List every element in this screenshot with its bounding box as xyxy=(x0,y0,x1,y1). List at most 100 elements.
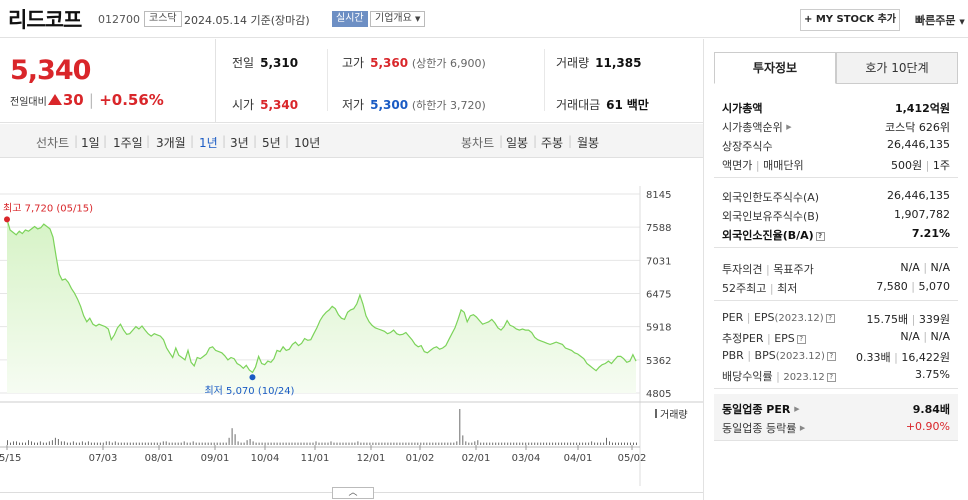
volume-bar xyxy=(378,442,380,445)
help-icon[interactable]: ? xyxy=(826,373,836,382)
x-tick-label: 11/01 xyxy=(301,453,330,464)
tab-investment-info[interactable]: 투자정보 xyxy=(714,52,836,84)
info-label: 동일업종 등락률 ▶ xyxy=(722,422,806,435)
volume-bar xyxy=(93,442,95,445)
volume-bar xyxy=(123,442,125,445)
volume-bar xyxy=(264,442,266,445)
volume-bar xyxy=(468,442,470,445)
volume-bar xyxy=(54,437,56,445)
volume-bar xyxy=(22,442,23,445)
stock-header: 리드코프 012700 코스닥 2024.05.14 기준(장마감) 실시간 기… xyxy=(0,0,968,38)
info-value: 0.33배 | 16,422원 xyxy=(856,351,950,364)
volume-bar xyxy=(402,442,404,445)
collapse-chart-button[interactable]: ︿ xyxy=(332,487,374,499)
chevron-right-icon[interactable]: ▶ xyxy=(799,424,806,432)
volume-bar xyxy=(28,440,29,445)
volume-bar xyxy=(543,442,545,445)
tab-weekly[interactable]: 주봉 xyxy=(541,136,564,150)
volume-bar xyxy=(45,442,47,445)
realtime-button[interactable]: 실시간 xyxy=(332,11,368,27)
volume-bar xyxy=(84,442,86,445)
volume-bar xyxy=(381,442,383,445)
tab-3m[interactable]: 3개월 xyxy=(156,136,186,150)
volume-bar xyxy=(37,442,38,445)
help-icon[interactable]: ? xyxy=(826,352,836,361)
y-tick-label: 6475 xyxy=(646,290,671,301)
volume-bar xyxy=(360,442,362,445)
volume-legend-swatch xyxy=(655,409,657,418)
volume-bar xyxy=(504,442,506,445)
add-my-stock-button[interactable]: + MY STOCK 추가 xyxy=(800,9,900,31)
volume-bar xyxy=(450,442,452,445)
volume-bar xyxy=(636,442,637,445)
volume-bar xyxy=(525,442,527,445)
volume-bar xyxy=(411,442,413,445)
trade-amount: 거래대금 61 백만 xyxy=(556,98,649,112)
x-tick-label: 09/01 xyxy=(201,453,230,464)
period-tabs: 선차트 | 1일 | 1주일 | 3개월 | 1년 | 3년 | 5년 | 10… xyxy=(0,124,703,158)
chevron-right-icon[interactable]: ▶ xyxy=(794,405,800,413)
volume-bar xyxy=(498,442,500,445)
tab-monthly[interactable]: 월봉 xyxy=(577,136,600,150)
stock-name: 리드코프 xyxy=(8,8,82,32)
company-info-dropdown[interactable]: 기업개요 ▼ xyxy=(370,11,426,27)
info-section: 투자의견 | 목표주가 N/A | N/A 52주최고 | 최저 7,580 | 5,… xyxy=(714,253,958,301)
volume-bar xyxy=(150,442,152,445)
volume-bar xyxy=(282,442,284,445)
volume-bar xyxy=(72,441,74,445)
info-value: 코스닥 626위 xyxy=(885,121,950,134)
volume-bar xyxy=(219,442,221,445)
volume-bar xyxy=(177,442,179,445)
info-row: 동일업종 등락률 ▶ +0.90% xyxy=(714,417,958,436)
info-row: 외국인보유주식수(B) 1,907,782 xyxy=(714,205,958,224)
help-icon[interactable]: ? xyxy=(815,232,825,241)
tab-order-book-10[interactable]: 호가 10단계 xyxy=(836,52,958,84)
volume-bar xyxy=(57,439,59,445)
tab-5y[interactable]: 5년 xyxy=(262,136,281,150)
info-row: PER | EPS(2023.12)? 15.75배 | 339원 xyxy=(714,308,958,327)
change-label: 전일대비 xyxy=(10,97,47,108)
help-icon[interactable]: ? xyxy=(825,314,835,323)
volume-bar xyxy=(480,442,482,445)
volume-bar xyxy=(435,442,437,445)
volume-bar xyxy=(429,442,431,445)
volume-bar xyxy=(243,442,245,445)
chevron-right-icon[interactable]: ▶ xyxy=(786,123,792,131)
info-label: 추정PER | EPS? xyxy=(722,330,806,346)
fast-order-dropdown[interactable]: 빠른주문 ▼ xyxy=(915,14,965,27)
volume-bar xyxy=(31,441,32,445)
volume-bar xyxy=(222,442,224,445)
info-row: 상장주식수 26,446,135 xyxy=(714,135,958,154)
volume-bar xyxy=(534,442,536,445)
info-label: 상장주식수 xyxy=(722,140,773,153)
tab-3y[interactable]: 3년 xyxy=(230,136,249,150)
volume-bar xyxy=(87,441,89,445)
price-chart[interactable]: 8145 7588 7031 6475 5918 5362 4805 최고 7,720 (0… xyxy=(0,186,703,486)
y-tick-label: 8145 xyxy=(646,190,671,201)
info-label: 액면가 | 매매단위 xyxy=(722,159,804,172)
volume-bar xyxy=(573,442,575,445)
volume-bar xyxy=(10,442,11,445)
volume-bar xyxy=(438,442,440,445)
tab-10y[interactable]: 10년 xyxy=(294,136,321,150)
volume-bar xyxy=(237,441,239,445)
volume-bar xyxy=(201,442,203,445)
tab-1y[interactable]: 1년 xyxy=(199,136,218,150)
info-value: 26,446,135 xyxy=(887,189,950,202)
info-row: 시가총액순위 ▶ 코스닥 626위 xyxy=(714,116,958,135)
volume-bar xyxy=(81,441,83,445)
info-label: 시가총액 xyxy=(722,102,763,115)
volume-bar xyxy=(486,442,488,445)
tab-1w[interactable]: 1주일 xyxy=(113,136,143,150)
volume-bar xyxy=(132,442,134,445)
volume-bar xyxy=(576,442,578,445)
info-value: 7,580 | 5,070 xyxy=(876,280,950,293)
help-icon[interactable]: ? xyxy=(796,335,806,344)
volume-bar xyxy=(240,442,242,445)
volume-bar xyxy=(462,435,464,445)
tab-1d[interactable]: 1일 xyxy=(81,136,100,150)
volume-bar xyxy=(153,442,155,445)
volume-bar xyxy=(528,442,530,445)
tab-daily[interactable]: 일봉 xyxy=(506,136,529,150)
volume-bar xyxy=(99,442,101,445)
